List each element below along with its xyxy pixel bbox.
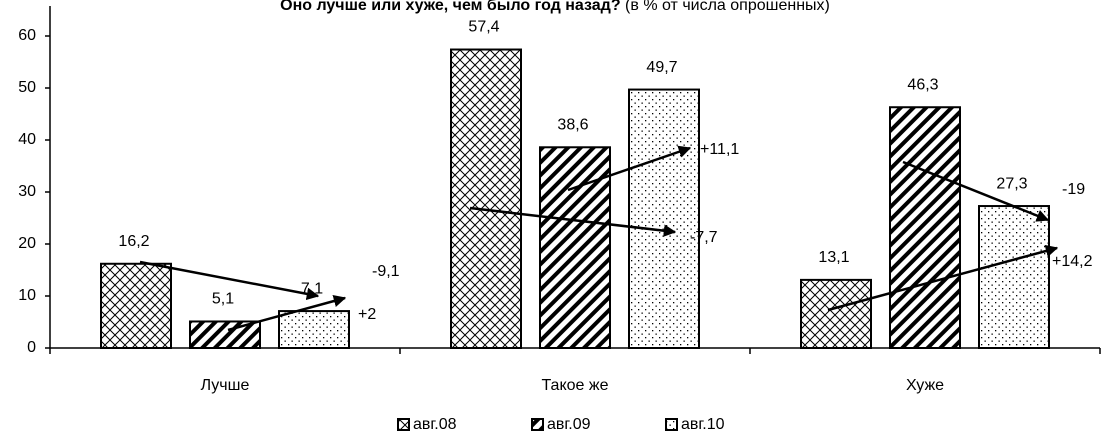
x-tick-label: Лучше xyxy=(201,377,250,394)
value-label: 57,4 xyxy=(468,19,499,36)
x-tick-label: Хуже xyxy=(906,377,944,394)
annotation: -19 xyxy=(1062,181,1085,198)
legend-swatch xyxy=(397,418,410,431)
value-label: 5,1 xyxy=(212,291,234,308)
annotation: +11,1 xyxy=(700,141,739,158)
title: Оно лучше или хуже, чем было год назад? xyxy=(280,0,620,14)
y-tick-label: 0 xyxy=(27,339,36,356)
legend-swatch xyxy=(665,418,678,431)
bar xyxy=(189,320,261,350)
value-label: 27,3 xyxy=(996,175,1027,192)
legend-label: авг.08 xyxy=(413,416,457,433)
arrow xyxy=(227,294,347,332)
arrow xyxy=(827,244,1059,312)
arrow xyxy=(139,260,320,301)
bar xyxy=(100,262,172,350)
value-label: 13,1 xyxy=(818,249,849,266)
value-label: 16,2 xyxy=(118,233,149,250)
y-tick-label: 20 xyxy=(18,235,36,252)
chart-title: Оно лучше или хуже, чем было год назад? … xyxy=(280,0,830,14)
legend-label: авг.09 xyxy=(547,416,591,433)
annotation: +14,2 xyxy=(1052,253,1093,270)
y-tick-label: 30 xyxy=(18,183,36,200)
value-label: 38,6 xyxy=(557,116,588,133)
arrow xyxy=(567,145,692,192)
bar xyxy=(800,278,872,350)
y-tick-label: 40 xyxy=(18,131,36,148)
annotation: +2 xyxy=(358,306,376,323)
subtitle: (в % от числа опрошенных) xyxy=(625,0,830,14)
bar xyxy=(450,48,522,350)
y-tick-label: 10 xyxy=(18,287,36,304)
annotation: -7,7 xyxy=(690,229,718,246)
bar xyxy=(978,205,1050,349)
value-label: 49,7 xyxy=(646,59,677,76)
bar xyxy=(889,106,961,349)
y-tick-label: 50 xyxy=(18,79,36,96)
bar xyxy=(278,310,350,349)
legend-swatch xyxy=(531,418,544,431)
legend-label: авг.10 xyxy=(681,416,725,433)
value-label: 7,1 xyxy=(301,280,323,297)
value-label: 46,3 xyxy=(907,76,938,93)
arrow xyxy=(469,206,677,237)
bar xyxy=(628,88,700,349)
annotation: -9,1 xyxy=(372,263,400,280)
y-tick-label: 60 xyxy=(18,27,36,44)
bar xyxy=(539,146,611,349)
arrows xyxy=(139,145,1059,332)
x-tick-label: Такое же xyxy=(542,377,609,394)
arrow xyxy=(902,160,1050,222)
